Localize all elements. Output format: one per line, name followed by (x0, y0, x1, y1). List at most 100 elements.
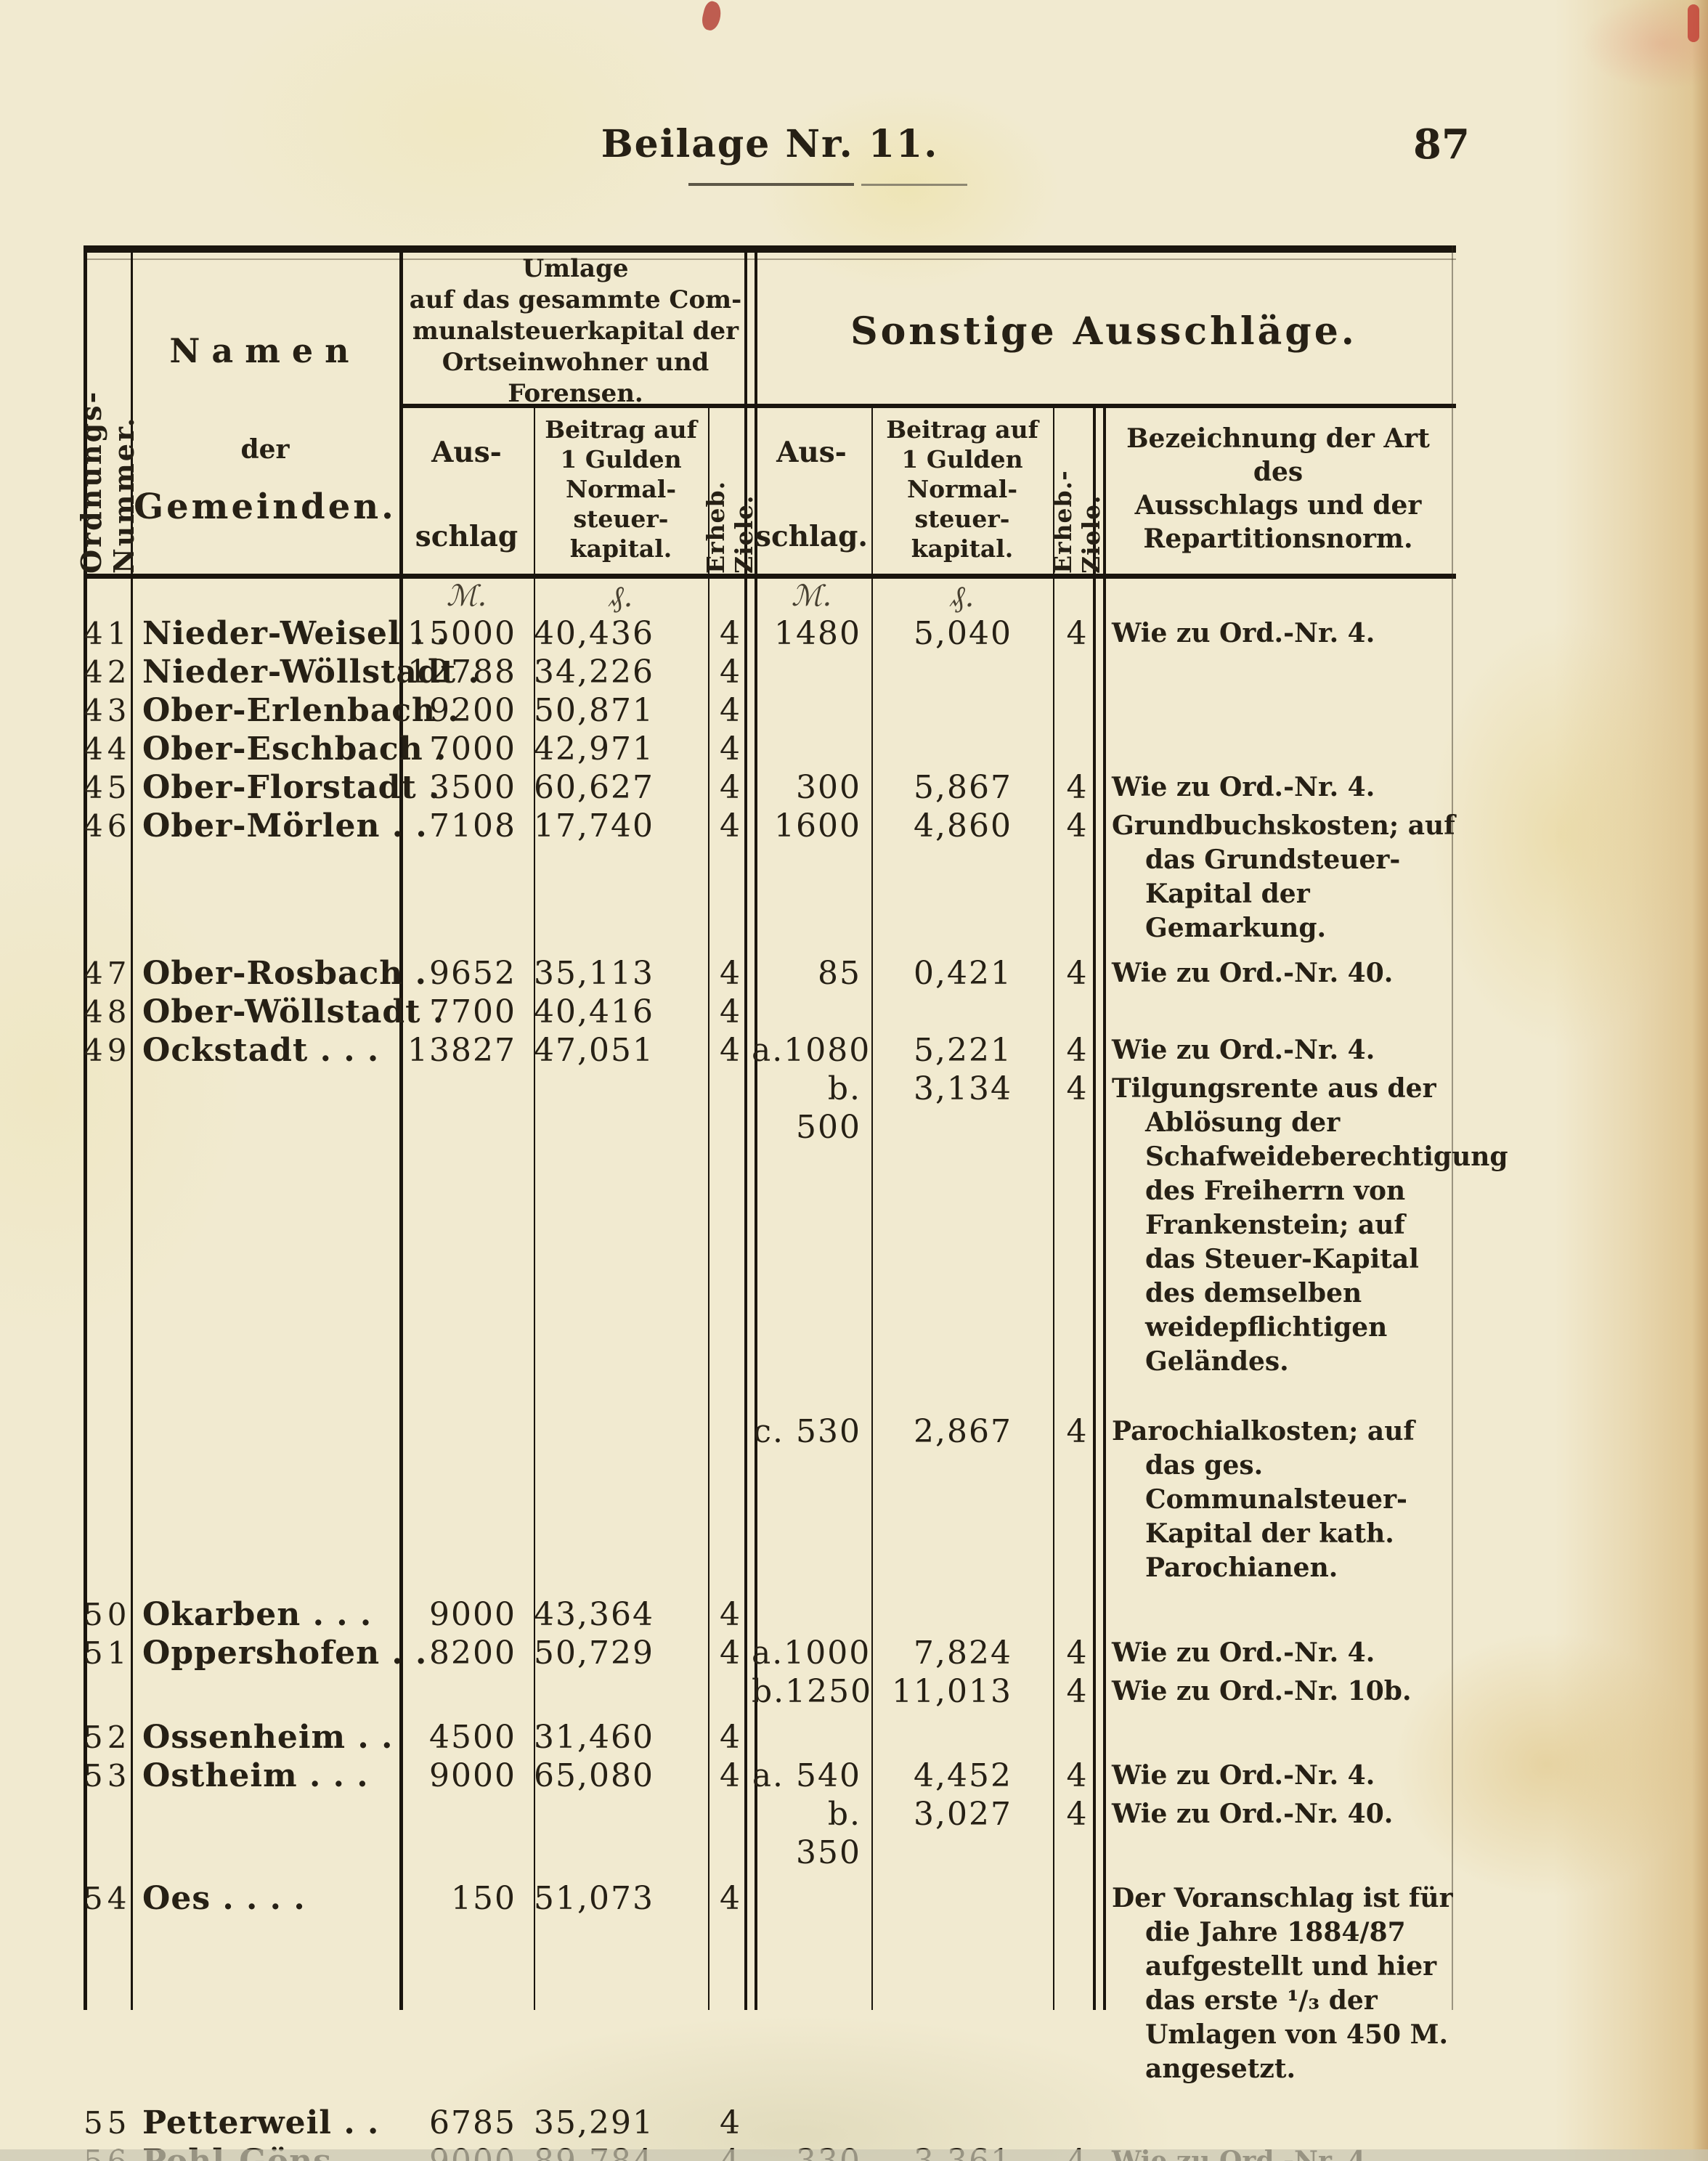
ordnungsnummer-label: Ordnungs-Nummer. (74, 389, 140, 574)
table-row: 50 Okarben . . . 9000 43,364 4 (84, 1595, 1456, 1634)
erhebungsziele-value: 4 (720, 1635, 740, 1672)
tax-table: Ordnungs-Nummer. Namen der Gemeinden. Um… (75, 245, 1508, 2161)
table-row: 41 Nieder-Weisel . . 15000 40,436 4 1480… (84, 614, 1456, 653)
erhebungsziele-value: 4 (720, 730, 740, 768)
sonstige-entry: a. 540 4,452 4 Wie zu Ord.-Nr. 4. (752, 1757, 1456, 1795)
table-top-border-thin (84, 259, 1456, 260)
table-rows: 41 Nieder-Weisel . . 15000 40,436 4 1480… (84, 614, 1508, 2161)
s-ausschlag-label-1: Aus- (776, 436, 847, 469)
table-row: 53 Ostheim . . . 9000 65,080 4 a. 540 4,… (84, 1757, 1456, 1872)
gemeinde-name: Nieder-Weisel . . (142, 615, 449, 652)
ausschlag-value: 9000 (429, 1596, 516, 1633)
erhebungsziele-value: 4 (720, 2104, 740, 2141)
gemeinde-name: Oppershofen . . (142, 1635, 428, 1672)
sonstige-beitrag-value: 2,867 (914, 1413, 1012, 1450)
group-header-umlage: Umlage auf das gesammte Com- munalsteuer… (409, 253, 742, 408)
table-top-border (84, 245, 1456, 253)
ausschlag-value: 4500 (429, 1719, 516, 1756)
sonstige-ausschlag-value: a.1000 (752, 1635, 871, 1672)
sonstige-ausschlag-value: c. 530 (753, 1413, 861, 1450)
ausschlag-value: 8200 (429, 1635, 516, 1672)
sonstige-beitrag-value: 0,421 (914, 955, 1012, 992)
sonstige-erhebungsziele-value: 4 (1066, 1032, 1087, 1069)
ausschlag-bezeichnung-text: Wie zu Ord.-Nr. 4. (1112, 1760, 1375, 1791)
column-header-ordnungsnummer: Ordnungs-Nummer. (75, 259, 140, 574)
ordnungsnummer-cell: 47 (84, 956, 131, 991)
sonstige-block: a.1080 5,221 4 Wie zu Ord.-Nr. 4. b. 500… (752, 1031, 1508, 1585)
title-underline-right (861, 184, 967, 186)
column-header-gemeinden: Namen der Gemeinden. (131, 259, 399, 574)
sonstige-erhebungsziele-value: 4 (1066, 1673, 1087, 1710)
gemeinde-name: Ostheim . . . (142, 1757, 369, 1794)
beitrag-value: 35,113 (534, 955, 654, 992)
sonstige-ausschlag-value: a. 540 (752, 1757, 861, 1794)
gemeinde-name: Ockstadt . . . (142, 1032, 380, 1069)
sonstige-block: 85 0,421 4 Wie zu Ord.-Nr. 40. (752, 954, 1456, 993)
sonstige-block: 300 5,867 4 Wie zu Ord.-Nr. 4. (752, 768, 1456, 807)
sonstige-block: 1600 4,860 4 Grundbuchskosten; auf das G… (752, 807, 1456, 945)
sonstige-erhebungsziele-value: 4 (1066, 1070, 1087, 1107)
table-left-border (84, 245, 87, 2010)
beitrag-value: 40,436 (534, 615, 654, 652)
page-title: Beilage Nr. 11. (601, 122, 939, 166)
ausschlag-bezeichnung-text: Parochialkosten; auf das ges. Communalst… (1112, 1416, 1415, 1583)
ausschlag-value: 15000 (407, 615, 516, 652)
currency-mark-symbol: ℳ. (446, 579, 487, 613)
gemeinde-name: Ober-Eschbach . (142, 730, 447, 768)
s-erhebziele-label: Erheb.-Ziele. (1048, 470, 1105, 574)
sonstige-beitrag-value: 11,013 (892, 1673, 1012, 1710)
gemeinde-name: Oes . . . . (142, 1880, 306, 1917)
erhebungsziele-value: 4 (720, 1757, 740, 1794)
gemeinde-name: Ossenheim . . (142, 1719, 394, 1756)
sonstige-entry: a.1000 7,824 4 Wie zu Ord.-Nr. 4. (752, 1634, 1456, 1672)
beitrag-value: 60,627 (534, 769, 654, 806)
table-row: 52 Ossenheim . . 4500 31,460 4 (84, 1718, 1456, 1757)
sonstige-erhebungsziele-value: 4 (1066, 807, 1087, 845)
sonstige-block: 1480 5,040 4 Wie zu Ord.-Nr. 4. (752, 614, 1456, 653)
ausschlag-value: 7000 (429, 730, 516, 768)
erhebungsziele-value: 4 (720, 1032, 740, 1069)
group-divider-line-b (755, 245, 757, 2010)
sonstige-entry: a.1080 5,221 4 Wie zu Ord.-Nr. 4. (752, 1031, 1456, 1070)
ausschlag-bezeichnung-text: Wie zu Ord.-Nr. 40. (1112, 1799, 1394, 1829)
ausschlag-bezeichnung-text: Wie zu Ord.-Nr. 40. (1112, 958, 1394, 988)
gemeinde-name: Ober-Florstadt . (142, 769, 441, 806)
namen-label: Namen (169, 331, 361, 370)
ordnungsnummer-cell: 46 (84, 808, 131, 844)
beitrag-value: 31,460 (534, 1719, 654, 1756)
table-row: 43 Ober-Erlenbach . 9200 50,871 4 (84, 691, 1456, 730)
erhebungsziele-value: 4 (720, 615, 740, 652)
sonstige-entry: b. 350 3,027 4 Wie zu Ord.-Nr. 40. (752, 1795, 1456, 1872)
col-rule-beitrag (708, 404, 709, 2010)
erhebungsziele-value: 4 (720, 654, 740, 691)
ordnungsnummer-cell: 53 (84, 1758, 131, 1794)
column-header-sonstige-ausschlag: Aus- schlag. (752, 404, 871, 574)
sonstige-erhebungsziele-value: 4 (1066, 769, 1087, 806)
column-header-sonstige-beitrag: Beitrag auf 1 Gulden Normal- steuer- kap… (886, 415, 1038, 563)
beitrag-value: 50,871 (534, 692, 654, 729)
table-row: 46 Ober-Mörlen . . 7108 17,740 4 1600 4,… (84, 807, 1456, 945)
beitrag-value: 43,364 (534, 1596, 654, 1633)
der-label: der (240, 434, 290, 465)
sonstige-block: Der Voranschlag ist für die Jahre 1884/8… (752, 1879, 1456, 2086)
sonstige-entry: b.1250 11,013 4 Wie zu Ord.-Nr. 10b. (752, 1672, 1456, 1711)
table-row: 49 Ockstadt . . . 13827 47,051 4 a.1080 … (84, 1031, 1508, 1585)
ausschlag-value: 12788 (407, 654, 516, 691)
ausschlag-bezeichnung-text: Wie zu Ord.-Nr. 4. (1112, 1637, 1375, 1668)
beitrag-value: 42,971 (534, 730, 654, 768)
gemeinde-name: Ober-Erlenbach . (142, 692, 460, 729)
sonstige-ausschlag-value: b. 350 (796, 1796, 861, 1871)
s-ausschlag-label-2: schlag. (755, 520, 868, 553)
sonstige-block: a. 540 4,452 4 Wie zu Ord.-Nr. 4. b. 350… (752, 1757, 1456, 1872)
column-header-sonstige-erhebziele: Erheb.-Ziele. (1049, 404, 1105, 574)
sonstige-erhebungsziele-value: 4 (1066, 1635, 1087, 1672)
currency-pfennig-symbol-2: ₰. (950, 580, 975, 614)
ausschlag-value: 3500 (429, 769, 516, 806)
sonstige-beitrag-value: 4,452 (914, 1757, 1012, 1794)
erhebungsziele-value: 4 (720, 993, 740, 1030)
ziele-divider-line-b (1103, 404, 1106, 2010)
currency-pfennig-symbol: ₰. (609, 580, 633, 614)
ausschlag-bezeichnung-text: Tilgungsrente aus der Ablösung der Schaf… (1112, 1073, 1508, 1377)
sonstige-erhebungsziele-value: 4 (1066, 955, 1087, 992)
